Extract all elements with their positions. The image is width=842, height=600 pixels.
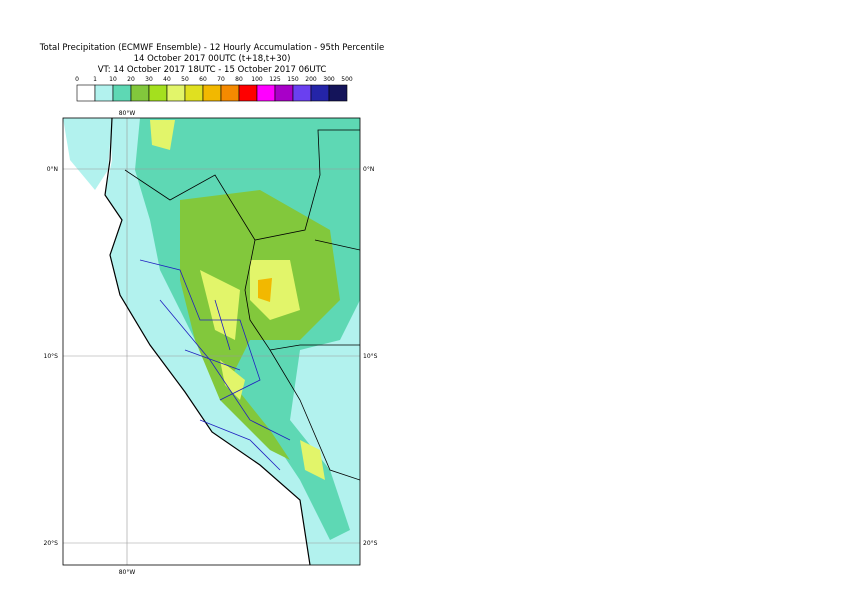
coastline	[104, 118, 311, 565]
lat-label: 0°N	[47, 166, 58, 173]
legend-label: 200	[305, 76, 317, 83]
title-line: Total Precipitation (ECMWF Ensemble) - 1…	[39, 43, 384, 53]
legend-label: 40	[163, 76, 171, 83]
lat-label: 20°S	[363, 540, 378, 547]
legend-swatch	[310, 84, 330, 102]
legend-label: 50	[181, 76, 189, 83]
region-border	[139, 259, 291, 471]
legend-label: 20	[127, 76, 135, 83]
legend-label: 70	[217, 76, 225, 83]
title-line: VT: 14 October 2017 18UTC - 15 October 2…	[98, 65, 327, 75]
legend-label: 10	[109, 76, 117, 83]
header: Total Precipitation (ECMWF Ensemble) - 1…	[39, 43, 384, 75]
legend-swatch	[76, 84, 96, 102]
legend-swatch	[274, 84, 294, 102]
precip-20	[180, 190, 340, 460]
legend-label: 125	[269, 76, 281, 83]
legend-swatch	[256, 84, 276, 102]
legend-swatch	[148, 84, 168, 102]
lat-label: 20°S	[44, 540, 59, 547]
legend-label: 500	[341, 76, 353, 83]
legend-swatch	[130, 84, 150, 102]
legend-label: 1	[93, 76, 97, 83]
country-border	[124, 129, 360, 481]
legend-swatch	[184, 84, 204, 102]
precip-60	[258, 278, 272, 302]
legend-label: 0	[75, 76, 79, 83]
legend-swatch	[328, 84, 348, 102]
legend-label: 80	[235, 76, 243, 83]
legend-label: 30	[145, 76, 153, 83]
lon-label: 80°W	[119, 110, 136, 117]
lat-label: 0°N	[363, 166, 374, 173]
legend-swatch	[202, 84, 222, 102]
offshore-precip	[63, 118, 112, 190]
lat-label: 10°S	[44, 353, 59, 360]
precip-40	[150, 120, 325, 480]
legend-swatch	[292, 84, 312, 102]
legend-label: 60	[199, 76, 207, 83]
legend-swatch	[220, 84, 240, 102]
legend-swatch	[112, 84, 132, 102]
map-labels: 80°W 80°W 0°N 0°N 10°S 10°S 20°S 20°S	[44, 110, 378, 576]
legend: 0 1 10 20 30 40 50 60 70 80 100 125 150 200 300 500	[75, 76, 353, 102]
lat-label: 10°S	[363, 353, 378, 360]
title-line: 14 October 2017 00UTC (t+18,t+30)	[134, 54, 291, 64]
legend-swatch	[238, 84, 258, 102]
legend-label: 150	[287, 76, 299, 83]
legend-label: 300	[323, 76, 335, 83]
map-area	[63, 118, 360, 565]
legend-label: 100	[251, 76, 263, 83]
legend-swatch	[94, 84, 114, 102]
legend-swatch	[166, 84, 186, 102]
lon-label: 80°W	[119, 569, 136, 576]
map-frame	[62, 117, 361, 566]
graticule	[63, 118, 360, 565]
